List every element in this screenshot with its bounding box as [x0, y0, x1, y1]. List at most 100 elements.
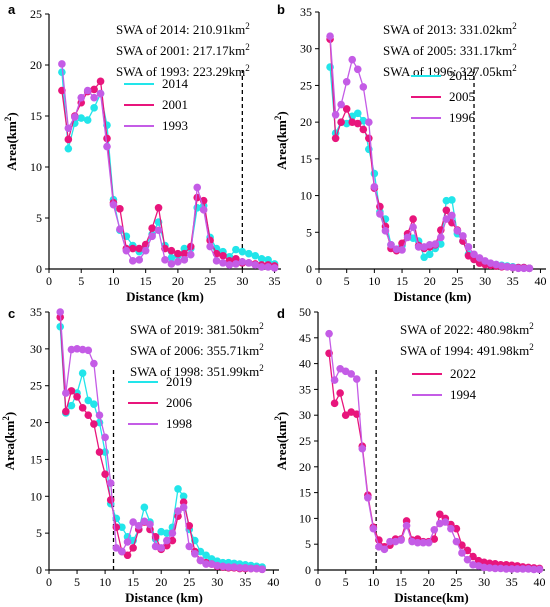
y-tick-label: 40 [299, 357, 311, 371]
x-tick-label: 35 [507, 274, 519, 288]
data-point-2019 [78, 369, 87, 377]
data-point-2014 [232, 245, 240, 254]
data-point-1994 [369, 524, 378, 533]
y-tick-label: 15 [300, 152, 312, 166]
data-point-1994 [441, 518, 450, 526]
x-tick-label: 40 [534, 274, 546, 288]
data-point-2001 [96, 77, 105, 86]
data-point-1994 [507, 565, 516, 573]
data-point-2013 [370, 169, 379, 178]
x-tick-label: 0 [46, 575, 52, 589]
data-point-2005 [409, 215, 417, 223]
x-tick-label: 0 [315, 575, 321, 589]
y-tick-label: 35 [30, 305, 42, 319]
data-point-2014 [90, 104, 98, 112]
data-point-1996 [431, 240, 440, 248]
data-point-1998 [174, 507, 182, 515]
data-point-2014 [238, 247, 247, 256]
y-tick-label: 30 [30, 342, 42, 356]
data-point-1994 [325, 329, 333, 338]
data-point-1998 [196, 556, 205, 565]
data-point-2001 [128, 244, 137, 253]
data-point-2006 [84, 411, 93, 420]
data-point-1996 [459, 232, 467, 240]
data-point-1994 [480, 563, 488, 572]
data-point-1996 [398, 246, 406, 254]
data-point-1994 [402, 521, 411, 530]
data-point-1998 [213, 561, 222, 570]
data-point-1994 [502, 565, 511, 573]
data-point-1998 [157, 544, 165, 552]
data-point-1994 [364, 493, 372, 502]
data-point-1993 [103, 142, 111, 151]
data-point-1993 [244, 259, 253, 267]
y-tick-label: 50 [299, 305, 311, 319]
x-tick-label: 15 [396, 274, 408, 288]
data-point-1993 [174, 258, 182, 266]
data-point-1996 [353, 65, 362, 74]
swa-annotation: SWA of 2019: 381.50km2 [130, 321, 264, 337]
data-point-1998 [118, 547, 126, 556]
x-tick-label: 35 [506, 575, 518, 589]
data-point-1998 [230, 563, 238, 571]
data-point-2006 [185, 521, 194, 530]
y-tick-label: 0 [36, 563, 42, 577]
data-point-1998 [146, 520, 154, 529]
data-point-2005 [359, 125, 368, 134]
data-point-1994 [330, 376, 339, 384]
x-tick-label: 5 [343, 575, 349, 589]
data-point-1996 [453, 227, 462, 235]
data-point-2006 [90, 420, 98, 428]
y-tick-label: 0 [305, 563, 311, 577]
data-point-2001 [148, 224, 156, 232]
data-point-2006 [78, 404, 87, 412]
data-point-2001 [167, 246, 176, 255]
data-point-1996 [326, 32, 334, 41]
data-point-1994 [430, 525, 439, 534]
data-point-1993 [161, 256, 169, 264]
data-point-1998 [123, 538, 132, 546]
data-point-2014 [257, 254, 266, 263]
data-point-1996 [497, 262, 506, 270]
data-point-1998 [163, 536, 171, 545]
x-tick-label: 5 [74, 575, 80, 589]
legend-label: 2006 [166, 395, 193, 410]
data-point-2001 [90, 85, 98, 94]
data-point-1996 [331, 111, 340, 119]
x-tick-label: 5 [78, 274, 84, 288]
legend-label: 1994 [450, 387, 477, 402]
x-tick-label: 10 [367, 575, 379, 589]
data-point-1994 [452, 537, 461, 546]
x-tick-label: 15 [127, 575, 139, 589]
data-point-1996 [442, 215, 451, 223]
data-point-2001 [219, 251, 227, 260]
x-tick-label: 30 [479, 274, 491, 288]
data-point-1993 [225, 261, 234, 269]
y-tick-label: 0 [306, 262, 312, 276]
data-point-1996 [359, 83, 368, 91]
data-point-2019 [118, 523, 126, 532]
data-point-1994 [485, 564, 494, 572]
data-point-2006 [62, 407, 70, 416]
data-point-2006 [129, 544, 137, 552]
x-tick-label: 10 [107, 274, 119, 288]
data-point-1994 [386, 537, 394, 546]
data-point-1996 [409, 223, 417, 231]
x-tick-label: 25 [450, 575, 462, 589]
data-point-1993 [122, 246, 131, 255]
data-point-2006 [106, 496, 115, 504]
data-point-1996 [392, 245, 401, 253]
swa-annotation: SWA of 2001: 217.17km2 [116, 42, 250, 58]
data-point-2014 [64, 144, 73, 153]
data-point-2005 [331, 134, 340, 143]
data-point-1993 [193, 183, 202, 192]
x-tick-label: 25 [204, 274, 216, 288]
data-point-2006 [168, 536, 177, 545]
data-point-2006 [123, 551, 132, 560]
data-point-1996 [337, 100, 345, 109]
data-point-2022 [452, 524, 461, 533]
data-point-2014 [83, 116, 92, 124]
data-point-2006 [73, 392, 81, 401]
data-point-1993 [167, 260, 176, 268]
data-point-1994 [524, 565, 533, 573]
